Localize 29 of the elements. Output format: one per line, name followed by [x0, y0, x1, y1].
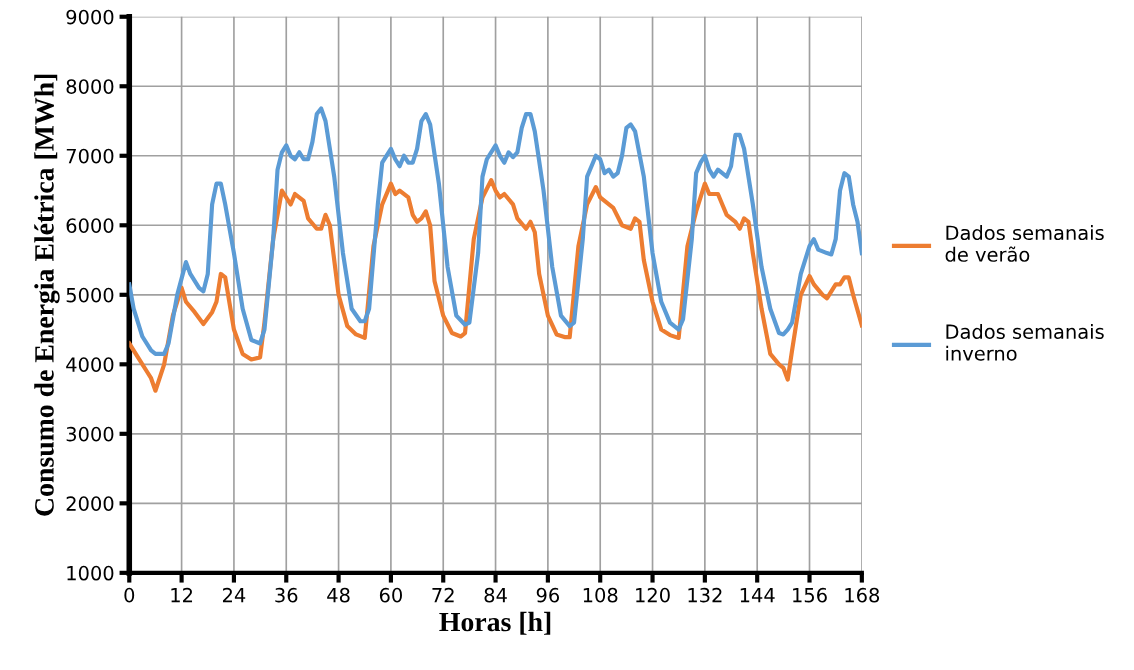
x-tick-label: 72	[432, 587, 454, 603]
y-tick-label: 4000	[66, 357, 114, 372]
y-tick-label: 7000	[66, 148, 114, 164]
y-axis-title: Consumo de Energia Elétrica [MWh]	[34, 74, 60, 516]
x-tick-label: 168	[845, 587, 880, 603]
x-tick-label: 96	[536, 587, 560, 603]
x-tick-label: 0	[124, 587, 135, 603]
y-tick-label: 5000	[66, 287, 114, 303]
x-tick-label: 48	[327, 587, 350, 603]
y-tick-label: 2000	[66, 496, 114, 511]
line-series	[129, 106, 862, 356]
y-tick-label: 6000	[66, 218, 114, 233]
y-tick-label: 8000	[66, 79, 114, 94]
y-tick-label: 3000	[66, 426, 114, 442]
x-tick-label: 60	[379, 587, 402, 603]
y-tick-label: 1000	[67, 565, 114, 581]
legend-label: Dados semanais de verão	[945, 225, 1104, 262]
x-axis-title: Horas [h]	[439, 611, 551, 635]
x-tick-label: 144	[740, 588, 775, 603]
x-tick-label: 36	[275, 587, 298, 603]
x-tick-label: 156	[793, 587, 827, 603]
x-tick-label: 84	[484, 587, 507, 603]
x-tick-label: 132	[688, 587, 722, 603]
x-tick-label: 120	[636, 587, 670, 603]
x-tick-label: 12	[171, 587, 193, 603]
legend-label: Dados semanais inverno	[946, 323, 1104, 361]
x-tick-label: 24	[222, 587, 246, 603]
x-tick-label: 108	[583, 587, 618, 603]
y-tick-label: 9000	[66, 9, 114, 25]
